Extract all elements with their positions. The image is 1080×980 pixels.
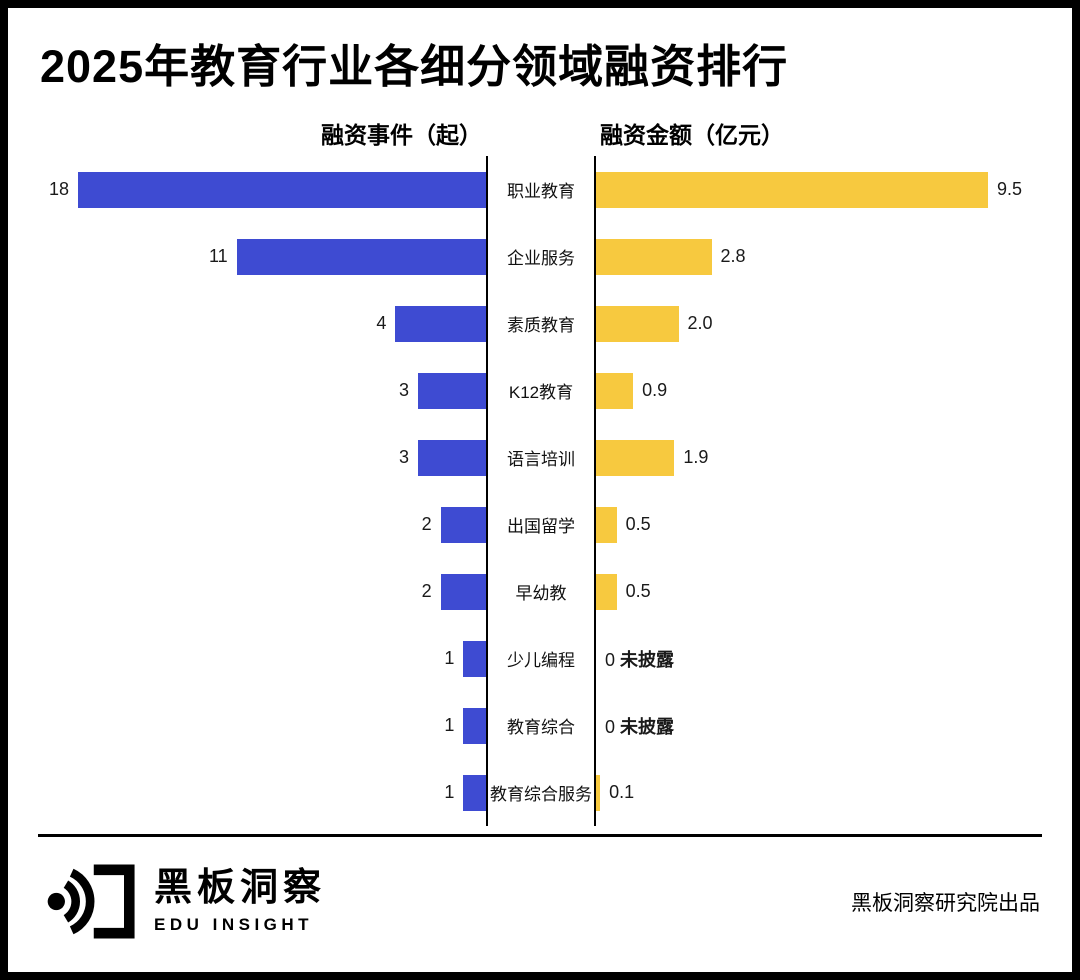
amount-zone: 1.9 — [596, 424, 1042, 491]
amount-label: 1.9 — [683, 447, 709, 467]
events-zone: 3 — [38, 357, 486, 424]
event-count-label: 1 — [444, 715, 455, 735]
events-zone: 2 — [38, 558, 486, 625]
event-count-label: 2 — [421, 581, 432, 601]
event-count-bar — [463, 640, 486, 677]
event-count-label: 1 — [444, 782, 455, 802]
amount-bar — [596, 372, 634, 409]
event-count-bar — [463, 774, 486, 811]
amount-bar — [596, 305, 679, 342]
events-zone: 11 — [38, 223, 486, 290]
chart-row: 1 少儿编程 0 未披露 — [38, 625, 1042, 692]
category-label: 教育综合 — [486, 692, 596, 759]
event-count-label: 1 — [444, 648, 455, 668]
brand-name-en: EDU INSIGHT — [154, 914, 314, 934]
event-count-label: 4 — [376, 313, 387, 333]
chart-row: 2 早幼教 0.5 — [38, 558, 1042, 625]
poster-content: 2025年教育行业各细分领域融资排行 融资事件（起） 融资金额（亿元） 18 职业… — [8, 40, 1072, 940]
event-count-bar — [463, 707, 486, 744]
category-label: 教育综合服务 — [486, 759, 596, 826]
category-label: 素质教育 — [486, 290, 596, 357]
brand-block: 黑板洞察 EDU INSIGHT — [40, 863, 326, 940]
amount-zone: 0 未披露 — [596, 625, 1042, 692]
amount-label: 0 未披露 — [605, 716, 675, 737]
left-axis-title: 融资事件（起） — [321, 122, 482, 148]
event-count-label: 3 — [398, 447, 409, 467]
footer-divider — [38, 834, 1042, 837]
event-count-bar — [236, 238, 486, 275]
chart-row: 11 企业服务 2.8 — [38, 223, 1042, 290]
amount-label: 0 未披露 — [605, 649, 675, 670]
event-count-bar — [78, 171, 486, 208]
event-count-label: 18 — [48, 179, 69, 199]
right-axis-title: 融资金额（亿元） — [600, 122, 784, 148]
chart-row: 3 K12教育 0.9 — [38, 357, 1042, 424]
amount-zone: 9.5 — [596, 156, 1042, 223]
amount-zone: 0.5 — [596, 491, 1042, 558]
category-label: 出国留学 — [486, 491, 596, 558]
tornado-bar-chart: 18 职业教育 9.5 11 企业服务 2.8 4 素质教育 2.0 3 K12教育 0.9 3 语言培训… — [38, 156, 1042, 826]
amount-bar — [596, 439, 675, 476]
axis-headers: 融资事件（起） 融资金额（亿元） — [38, 116, 1042, 150]
event-count-label: 3 — [398, 380, 409, 400]
category-label: 企业服务 — [486, 223, 596, 290]
chart-row: 1 教育综合 0 未披露 — [38, 692, 1042, 759]
events-zone: 1 — [38, 692, 486, 759]
amount-zone: 0.1 — [596, 759, 1042, 826]
amount-label: 0.9 — [642, 380, 668, 400]
category-label: K12教育 — [486, 357, 596, 424]
amount-bar — [596, 573, 617, 610]
events-zone: 18 — [38, 156, 486, 223]
amount-zone: 0.9 — [596, 357, 1042, 424]
brand-name-cn: 黑板洞察 — [154, 867, 327, 910]
blackboard-eye-logo-icon — [47, 864, 135, 939]
chart-row: 2 出国留学 0.5 — [38, 491, 1042, 558]
amount-zone: 2.0 — [596, 290, 1042, 357]
amount-label: 0.5 — [625, 581, 651, 601]
amount-bar — [596, 171, 988, 208]
chart-row: 1 教育综合服务 0.1 — [38, 759, 1042, 826]
amount-zone: 2.8 — [596, 223, 1042, 290]
event-count-bar — [440, 506, 486, 543]
events-zone: 2 — [38, 491, 486, 558]
amount-bar — [596, 238, 712, 275]
amount-bar — [596, 774, 601, 811]
category-label: 语言培训 — [486, 424, 596, 491]
events-zone: 3 — [38, 424, 486, 491]
page-title: 2025年教育行业各细分领域融资排行 — [40, 41, 789, 92]
event-count-bar — [418, 439, 486, 476]
undisclosed-note: 未披露 — [620, 649, 675, 670]
chart-row: 3 语言培训 1.9 — [38, 424, 1042, 491]
event-count-bar — [418, 372, 486, 409]
undisclosed-note: 未披露 — [620, 716, 675, 737]
category-label: 职业教育 — [486, 156, 596, 223]
amount-bar — [596, 506, 617, 543]
category-label: 少儿编程 — [486, 625, 596, 692]
category-label: 早幼教 — [486, 558, 596, 625]
publisher-credit: 黑板洞察研究院出品 — [851, 891, 1040, 915]
event-count-label: 11 — [208, 246, 228, 266]
amount-label: 2.0 — [687, 313, 713, 333]
amount-zone: 0 未披露 — [596, 692, 1042, 759]
footer: 黑板洞察 EDU INSIGHT 黑板洞察研究院出品 — [38, 837, 1042, 940]
events-zone: 4 — [38, 290, 486, 357]
events-zone: 1 — [38, 759, 486, 826]
amount-label: 0.1 — [609, 782, 635, 802]
chart-row: 4 素质教育 2.0 — [38, 290, 1042, 357]
brand-text: 黑板洞察 EDU INSIGHT — [154, 867, 327, 935]
chart-row: 18 职业教育 9.5 — [38, 156, 1042, 223]
amount-zone: 0.5 — [596, 558, 1042, 625]
event-count-bar — [395, 305, 486, 342]
event-count-bar — [440, 573, 486, 610]
amount-label: 0.5 — [625, 514, 651, 534]
events-zone: 1 — [38, 625, 486, 692]
event-count-label: 2 — [421, 514, 432, 534]
amount-label: 2.8 — [720, 246, 746, 266]
amount-label: 9.5 — [997, 179, 1023, 199]
